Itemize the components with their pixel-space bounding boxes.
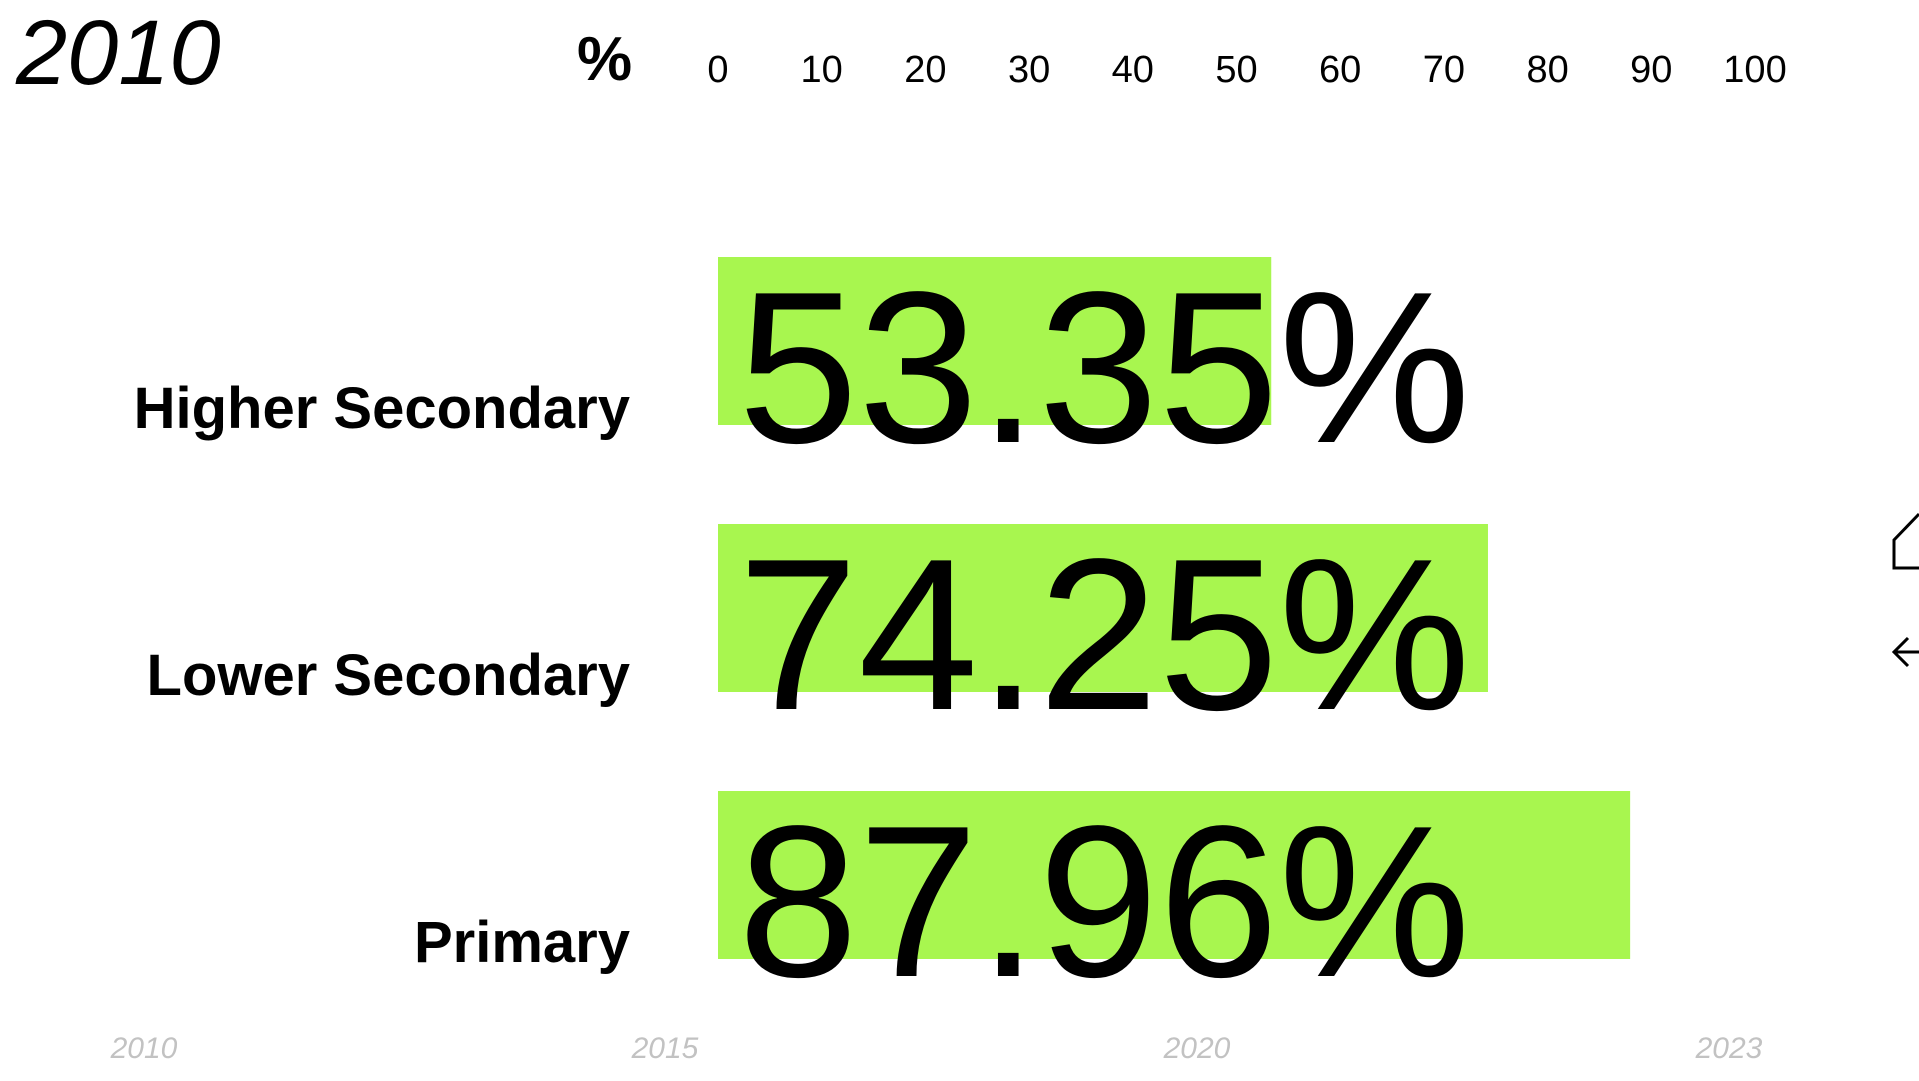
bar: [718, 257, 1272, 425]
timeline-label: 2020: [1163, 1032, 1231, 1065]
back-icon[interactable]: [1891, 636, 1919, 668]
timeline-label: 2010: [110, 1032, 178, 1065]
x-tick-label: 20: [904, 49, 946, 91]
category-label: Higher Secondary: [134, 376, 630, 441]
x-tick-label: 60: [1319, 49, 1361, 91]
back-icon-shape: [1891, 636, 1919, 668]
x-tick-label: 90: [1630, 49, 1672, 91]
unit-label: %: [577, 25, 632, 94]
bar: [718, 524, 1488, 692]
x-tick-label: 30: [1008, 49, 1050, 91]
category-label: Lower Secondary: [147, 643, 630, 708]
x-tick-label: 10: [801, 49, 843, 91]
x-tick-label: 40: [1112, 49, 1154, 91]
x-tick-label: 0: [707, 49, 728, 91]
timeline-label: 2015: [631, 1032, 699, 1065]
value-label: 74.25%: [738, 513, 1471, 755]
timeline-label: 2023: [1695, 1032, 1763, 1065]
chart-title: 2010: [15, 2, 221, 104]
home-icon-shape: [1892, 512, 1919, 570]
value-label: 87.96%: [738, 780, 1471, 1022]
category-label: Primary: [414, 910, 630, 975]
home-icon[interactable]: [1892, 512, 1919, 570]
x-tick-label: 80: [1526, 49, 1568, 91]
bar: [718, 791, 1631, 959]
x-tick-label: 50: [1215, 49, 1257, 91]
x-tick-label: 70: [1423, 49, 1465, 91]
value-label: 53.35%: [738, 246, 1471, 488]
x-tick-label: 100: [1723, 49, 1786, 91]
